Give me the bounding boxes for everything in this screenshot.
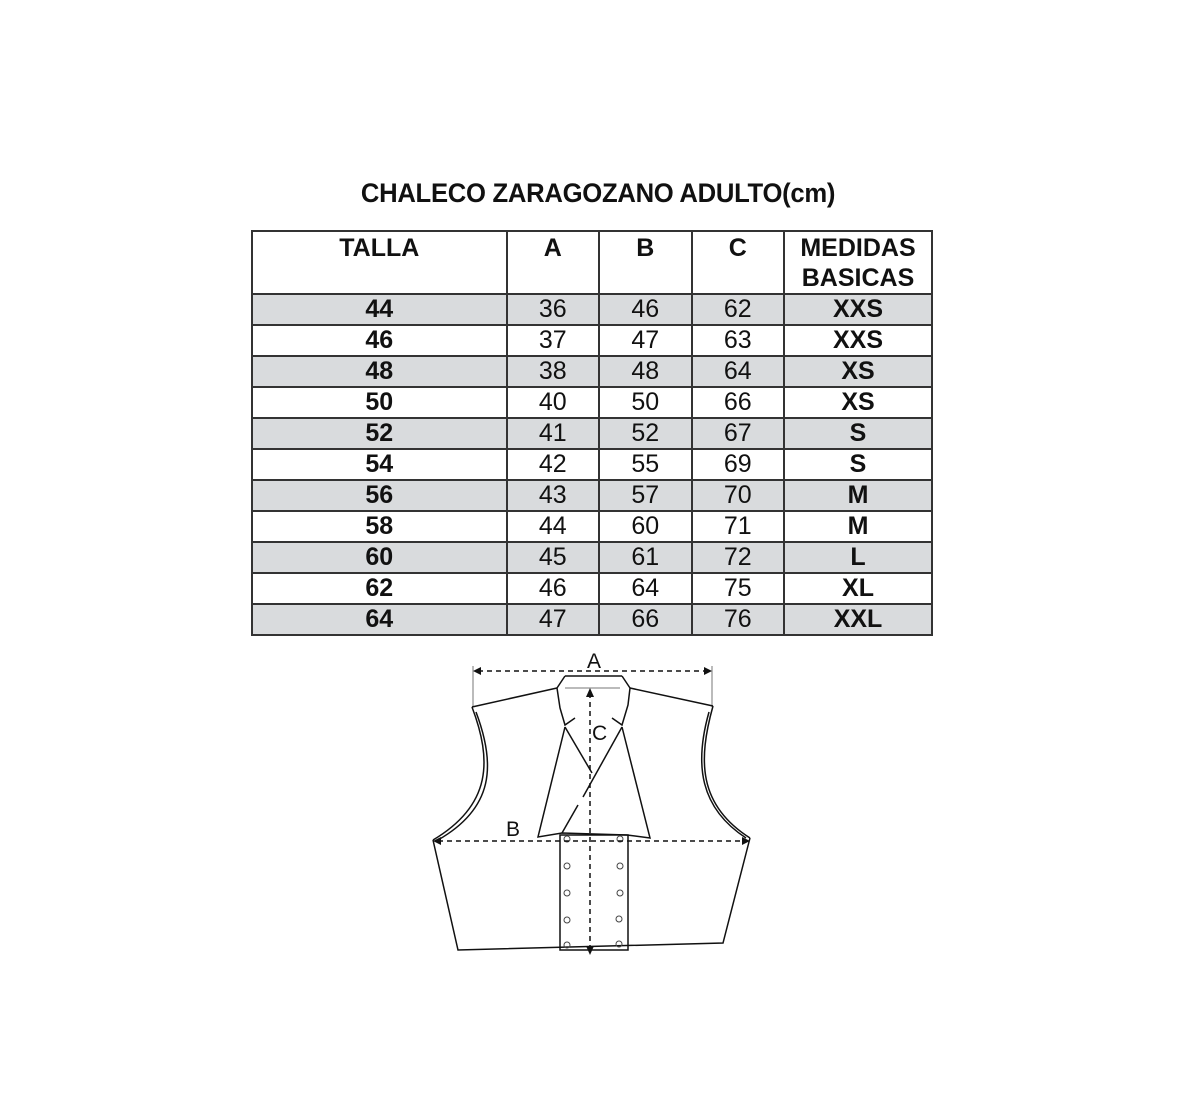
table-row: 64 47 66 76 XXL	[251, 603, 933, 636]
cell-b: 52	[598, 417, 693, 450]
table-header-row: TALLA A B C MEDIDAS BASICAS	[251, 230, 933, 295]
arrowheads	[433, 667, 750, 955]
table-row: 48 38 48 64 XS	[251, 355, 933, 388]
header-medidas-basicas: MEDIDAS BASICAS	[783, 230, 933, 295]
cell-b: 47	[598, 324, 693, 357]
cell-b: 48	[598, 355, 693, 388]
cell-medidas-basicas: XXS	[783, 324, 933, 357]
cell-c: 62	[690, 293, 786, 326]
cell-medidas-basicas: M	[783, 510, 933, 543]
cell-a: 43	[505, 479, 601, 512]
cell-talla: 54	[251, 448, 508, 481]
cell-a: 46	[505, 572, 601, 605]
cell-a: 44	[505, 510, 601, 543]
cell-medidas-basicas: XXL	[783, 603, 933, 636]
size-table: TALLA A B C MEDIDAS BASICAS 44 36 46 62 XXS 4…	[251, 230, 933, 636]
cell-talla: 56	[251, 479, 508, 512]
cell-b: 57	[598, 479, 693, 512]
cell-medidas-basicas: XXS	[783, 293, 933, 326]
header-talla: TALLA	[251, 230, 508, 295]
label-c: C	[592, 722, 607, 745]
label-a: A	[587, 650, 601, 673]
table-row: 60 45 61 72 L	[251, 541, 933, 574]
table-row: 58 44 60 71 M	[251, 510, 933, 543]
cell-c: 70	[690, 479, 786, 512]
cell-medidas-basicas: S	[783, 448, 933, 481]
cell-b: 50	[598, 386, 693, 419]
cell-a: 41	[505, 417, 601, 450]
cell-medidas-basicas: L	[783, 541, 933, 574]
cell-a: 36	[505, 293, 601, 326]
cell-c: 76	[690, 603, 786, 636]
measure-lines	[438, 670, 745, 950]
table-row: 44 36 46 62 XXS	[251, 293, 933, 326]
table-row: 54 42 55 69 S	[251, 448, 933, 481]
cell-talla: 46	[251, 324, 508, 357]
label-b: B	[506, 818, 520, 841]
buttons	[563, 835, 624, 949]
vest-diagram: A B C	[432, 650, 751, 955]
cell-a: 45	[505, 541, 601, 574]
cell-b: 46	[598, 293, 693, 326]
cell-medidas-basicas: S	[783, 417, 933, 450]
table-row: 46 37 47 63 XXS	[251, 324, 933, 357]
table-row: 52 41 52 67 S	[251, 417, 933, 450]
cell-talla: 58	[251, 510, 508, 543]
cell-talla: 48	[251, 355, 508, 388]
cell-a: 37	[505, 324, 601, 357]
cell-c: 69	[690, 448, 786, 481]
cell-talla: 62	[251, 572, 508, 605]
cell-c: 64	[690, 355, 786, 388]
cell-medidas-basicas: XL	[783, 572, 933, 605]
cell-medidas-basicas: M	[783, 479, 933, 512]
cell-a: 38	[505, 355, 601, 388]
cell-c: 66	[690, 386, 786, 419]
cell-b: 61	[598, 541, 693, 574]
cell-a: 47	[505, 603, 601, 636]
table-row: 62 46 64 75 XL	[251, 572, 933, 605]
cell-b: 66	[598, 603, 693, 636]
cell-b: 64	[598, 572, 693, 605]
cell-a: 42	[505, 448, 601, 481]
cell-c: 67	[690, 417, 786, 450]
header-b: B	[598, 230, 693, 295]
cell-c: 71	[690, 510, 786, 543]
cell-talla: 64	[251, 603, 508, 636]
header-c: C	[690, 230, 786, 295]
cell-talla: 44	[251, 293, 508, 326]
cell-talla: 52	[251, 417, 508, 450]
cell-c: 75	[690, 572, 786, 605]
cell-talla: 50	[251, 386, 508, 419]
cell-b: 60	[598, 510, 693, 543]
cell-talla: 60	[251, 541, 508, 574]
table-row: 56 43 57 70 M	[251, 479, 933, 512]
cell-medidas-basicas: XS	[783, 355, 933, 388]
cell-a: 40	[505, 386, 601, 419]
header-a: A	[505, 230, 601, 295]
vest-outline	[432, 666, 751, 951]
cell-c: 63	[690, 324, 786, 357]
page-title: CHALECO ZARAGOZANO ADULTO(cm)	[360, 178, 836, 208]
cell-c: 72	[690, 541, 786, 574]
cell-b: 55	[598, 448, 693, 481]
table-row: 50 40 50 66 XS	[251, 386, 933, 419]
cell-medidas-basicas: XS	[783, 386, 933, 419]
